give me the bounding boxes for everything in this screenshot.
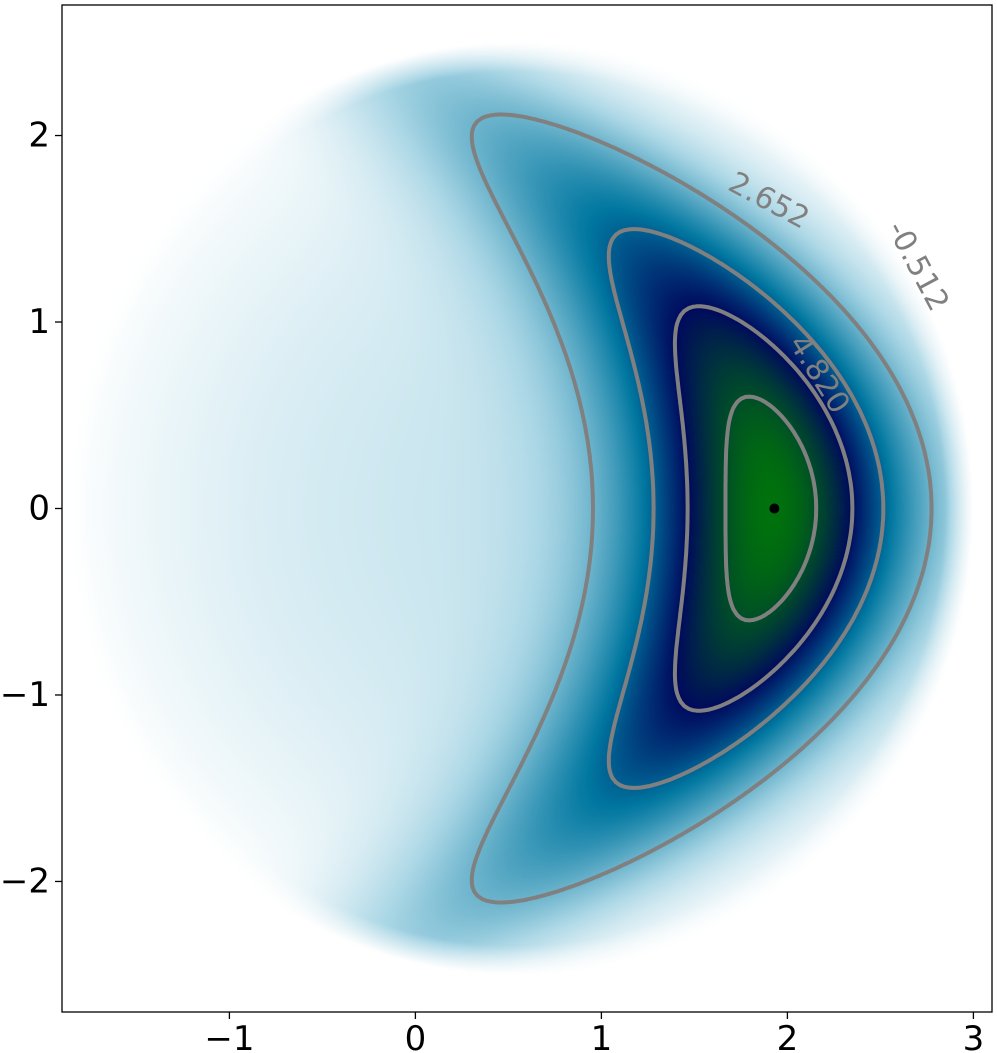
contour-line-2 <box>672 304 855 713</box>
contour-line-1 <box>606 227 886 790</box>
contour-line-0 <box>469 112 934 905</box>
y-tick-label: −2 <box>0 861 50 901</box>
x-tick-label: 0 <box>405 1019 427 1053</box>
x-tick-label: −1 <box>204 1019 254 1053</box>
contour-layer <box>469 112 934 905</box>
y-tick-label: 2 <box>28 116 50 156</box>
x-tick-label: 3 <box>963 1019 985 1053</box>
x-tick-label: 2 <box>777 1019 799 1053</box>
heatmap-image <box>62 5 992 1012</box>
y-axis: 2 1 0 −1 −2 <box>0 116 62 901</box>
y-tick-label: 0 <box>28 489 50 529</box>
y-tick-label: 1 <box>28 302 50 342</box>
heatmap-layer <box>62 5 992 1012</box>
contour-line-3 <box>723 394 819 623</box>
maximum-point <box>769 503 780 514</box>
x-axis: −1 0 1 2 3 <box>204 1012 984 1053</box>
x-tick-label: 1 <box>591 1019 613 1053</box>
y-tick-label: −1 <box>0 675 50 715</box>
